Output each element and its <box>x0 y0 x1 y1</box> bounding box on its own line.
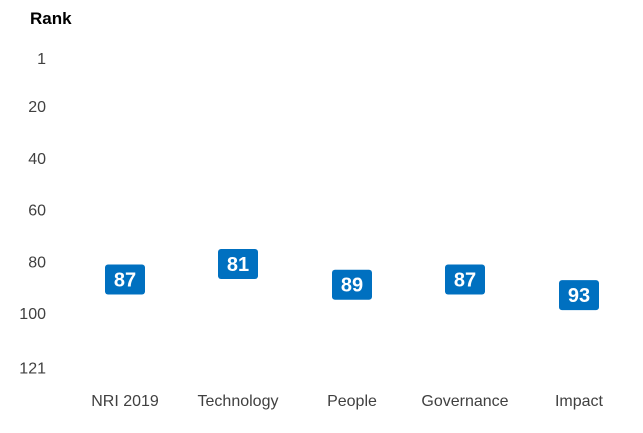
x-tick-label: People <box>327 393 377 410</box>
data-label: 81 <box>227 254 249 276</box>
y-tick-label: 80 <box>28 254 46 271</box>
x-tick-label: Technology <box>198 393 279 410</box>
data-label: 89 <box>341 275 363 297</box>
y-tick-label: 20 <box>28 99 46 116</box>
y-tick-label: 121 <box>19 361 46 378</box>
x-tick-label: NRI 2019 <box>91 393 159 410</box>
rank-marker <box>218 248 258 279</box>
data-label: 93 <box>568 285 590 307</box>
rank-marker <box>559 280 599 311</box>
data-label: 87 <box>454 270 476 292</box>
y-tick-label: 1 <box>37 51 46 68</box>
rank-marker <box>445 264 485 295</box>
x-tick-label: Governance <box>421 393 508 410</box>
x-axis-ticks: NRI 2019 Technology People Governance Impact <box>91 393 603 410</box>
y-axis-label: Rank <box>30 9 72 28</box>
y-tick-label: 60 <box>28 203 46 220</box>
rank-marker <box>105 264 145 295</box>
y-axis-ticks: 1 20 40 60 80 100 121 <box>19 51 46 378</box>
y-tick-label: 40 <box>28 151 46 168</box>
data-label: 87 <box>114 270 136 292</box>
data-markers: 87 81 89 87 93 <box>105 248 599 311</box>
x-tick-label: Impact <box>555 393 604 410</box>
rank-marker <box>332 269 372 300</box>
y-tick-label: 100 <box>19 306 46 323</box>
